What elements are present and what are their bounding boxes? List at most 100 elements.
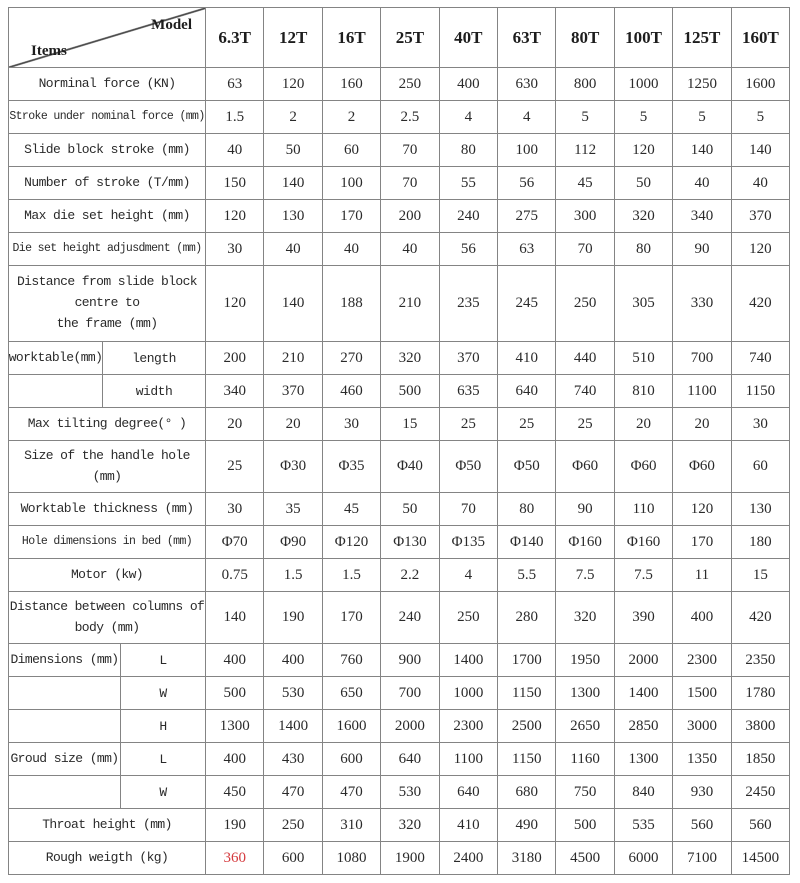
row-label: Worktable thickness (mm) — [9, 493, 206, 526]
row-label: Norminal force (KN) — [9, 68, 206, 101]
value-cell: 400 — [439, 68, 499, 101]
value-cell: 120 — [614, 134, 674, 167]
value-cell: 7100 — [673, 842, 732, 875]
row-label — [9, 375, 103, 408]
value-cell: 25 — [556, 408, 615, 441]
value-cell: 245 — [498, 266, 557, 342]
value-cell: 240 — [381, 592, 440, 644]
value-cell: 2000 — [614, 644, 674, 677]
table-row: W 500 530 650 700 1000 1150 1300 1400 1500 1780 — [9, 677, 791, 710]
column-header: 100T — [614, 8, 674, 68]
value-cell: 140 — [673, 134, 732, 167]
value-cell: 630 — [498, 68, 557, 101]
value-cell: 1600 — [731, 68, 791, 101]
value-cell: 100 — [322, 167, 382, 200]
value-cell: 320 — [556, 592, 615, 644]
value-cell: 530 — [381, 776, 440, 809]
value-cell: 2 — [322, 101, 382, 134]
value-cell: 400 — [673, 592, 732, 644]
row-label: Throat height (mm) — [9, 809, 206, 842]
value-cell: 200 — [206, 342, 265, 375]
value-cell: 700 — [381, 677, 440, 710]
value-cell: 370 — [264, 375, 323, 408]
value-cell: 1100 — [673, 375, 732, 408]
value-cell: 680 — [498, 776, 557, 809]
value-cell: Φ60 — [556, 441, 615, 493]
value-cell: 410 — [439, 809, 499, 842]
value-cell: 40 — [381, 233, 440, 266]
value-cell: Φ50 — [439, 441, 499, 493]
value-cell: 40 — [673, 167, 732, 200]
value-cell: 170 — [322, 592, 382, 644]
row-label — [9, 776, 121, 809]
value-cell: 100 — [498, 134, 557, 167]
row-label: Max die set height (mm) — [9, 200, 206, 233]
value-cell: 500 — [206, 677, 265, 710]
column-header: 25T — [381, 8, 440, 68]
value-cell: 170 — [673, 526, 732, 559]
value-cell: 15 — [381, 408, 440, 441]
value-cell: 560 — [731, 809, 791, 842]
value-cell: 112 — [556, 134, 615, 167]
value-cell: 320 — [614, 200, 674, 233]
value-cell: 120 — [206, 266, 265, 342]
column-header: 12T — [264, 8, 323, 68]
value-cell: 4 — [439, 559, 499, 592]
value-cell: 840 — [614, 776, 674, 809]
value-cell: 1160 — [556, 743, 615, 776]
value-cell: 110 — [614, 493, 674, 526]
value-cell: 140 — [206, 592, 265, 644]
value-cell: 1850 — [731, 743, 791, 776]
value-cell: 210 — [381, 266, 440, 342]
value-cell: 150 — [206, 167, 265, 200]
value-cell: 600 — [264, 842, 323, 875]
row-label: Hole dimensions in bed (mm) — [9, 526, 206, 559]
value-cell: 2.5 — [381, 101, 440, 134]
value-cell: 40 — [264, 233, 323, 266]
value-cell: 360 — [206, 842, 265, 875]
value-cell: 15 — [731, 559, 791, 592]
value-cell: 1150 — [498, 677, 557, 710]
value-cell: Φ160 — [556, 526, 615, 559]
row-sublabel: H — [121, 710, 206, 743]
value-cell: Φ135 — [439, 526, 499, 559]
value-cell: 390 — [614, 592, 674, 644]
value-cell: 320 — [381, 809, 440, 842]
table-row: Worktable thickness (mm) 30 35 45 50 70 80 90 11… — [9, 493, 791, 526]
value-cell: 0.75 — [206, 559, 265, 592]
row-label — [9, 710, 121, 743]
value-cell: 1150 — [498, 743, 557, 776]
value-cell: 330 — [673, 266, 732, 342]
value-cell: 140 — [264, 167, 323, 200]
row-label: Dimensions (mm) — [9, 644, 121, 677]
column-header: 160T — [731, 8, 791, 68]
value-cell: 280 — [498, 592, 557, 644]
table-row: Max tilting degree(° ) 20 20 30 15 25 25 25 20 20… — [9, 408, 791, 441]
value-cell: 320 — [381, 342, 440, 375]
value-cell: 400 — [264, 644, 323, 677]
value-cell: Φ90 — [264, 526, 323, 559]
value-cell: 63 — [206, 68, 265, 101]
value-cell: 140 — [264, 266, 323, 342]
value-cell: 460 — [322, 375, 382, 408]
value-cell: Φ70 — [206, 526, 265, 559]
value-cell: 420 — [731, 266, 791, 342]
value-cell: 190 — [264, 592, 323, 644]
row-label: Slide block stroke (mm) — [9, 134, 206, 167]
value-cell: 1300 — [206, 710, 265, 743]
value-cell: 180 — [731, 526, 791, 559]
row-sublabel: W — [121, 776, 206, 809]
column-header: 125T — [673, 8, 732, 68]
value-cell: 120 — [206, 200, 265, 233]
table-row: Die set height adjusdment (mm) 30 40 40 40 56… — [9, 233, 791, 266]
row-label: Groud size (mm) — [9, 743, 121, 776]
table-row: Groud size (mm) L 400 430 600 640 1100 1150 1160… — [9, 743, 791, 776]
value-cell: 400 — [206, 743, 265, 776]
value-cell: 7.5 — [556, 559, 615, 592]
value-cell: 535 — [614, 809, 674, 842]
row-sublabel: W — [121, 677, 206, 710]
value-cell: 50 — [264, 134, 323, 167]
value-cell: 235 — [439, 266, 499, 342]
value-cell: 5.5 — [498, 559, 557, 592]
value-cell: 2400 — [439, 842, 499, 875]
